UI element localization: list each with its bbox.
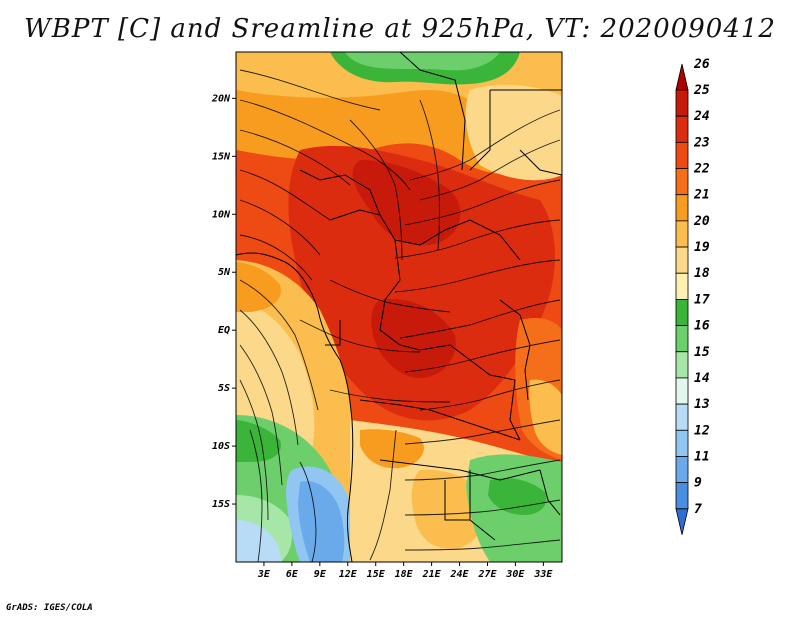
colorbar-segment bbox=[675, 377, 689, 405]
colorbar-segment bbox=[675, 403, 689, 431]
lon-axis: 3E 6E 9E 12E 15E 18E 21E 24E 27E 30E 33E bbox=[257, 562, 553, 580]
field-sw-blue-1 bbox=[236, 520, 282, 562]
colorbar-label: 7 bbox=[694, 502, 702, 517]
field-red-core bbox=[288, 145, 555, 421]
field-east-yellow bbox=[529, 379, 562, 455]
colorbar-label: 17 bbox=[694, 292, 710, 307]
colorbar-label: 26 bbox=[693, 57, 710, 72]
lon-tick-label: 18E bbox=[395, 569, 414, 580]
credit-label: GrADS: IGES/COLA bbox=[6, 603, 93, 613]
lat-tick-label: 5N bbox=[218, 267, 231, 278]
colorbar-segment bbox=[675, 220, 689, 248]
field-north-green-light bbox=[345, 52, 500, 71]
colorbar-bottom-cap bbox=[675, 508, 689, 535]
colorbar-segment bbox=[675, 456, 689, 484]
lon-tick-label: 12E bbox=[339, 569, 358, 580]
map-title: WBPT [C] and Sreamline at 925hPa, VT: 20… bbox=[24, 14, 776, 44]
colorbar-segment bbox=[675, 115, 689, 143]
streamlines bbox=[239, 69, 561, 562]
colorbar-segment bbox=[675, 89, 689, 117]
field-south-orange bbox=[360, 429, 424, 469]
colorbar-label: 19 bbox=[694, 240, 710, 255]
lon-tick-label: 15E bbox=[367, 569, 386, 580]
field-se-green-dark bbox=[488, 478, 547, 515]
lat-tick-label: 10N bbox=[212, 209, 231, 220]
field-dark-core-2 bbox=[371, 299, 456, 379]
field-west-ocean-orange bbox=[236, 262, 281, 312]
colorbar-label: 25 bbox=[693, 83, 710, 98]
lat-tick-label: 15N bbox=[212, 151, 231, 162]
field-west-ocean-pale bbox=[236, 300, 315, 450]
colorbar-label: 18 bbox=[694, 266, 710, 281]
lat-tick-label: 15S bbox=[212, 499, 230, 510]
field-sw-blue-3 bbox=[298, 481, 345, 562]
lon-tick-label: 6E bbox=[286, 569, 299, 580]
lon-tick-label: 27E bbox=[477, 569, 497, 580]
lon-tick-label: 3E bbox=[257, 569, 271, 580]
lat-tick-label: 10S bbox=[212, 441, 230, 452]
colorbar-segment bbox=[675, 168, 689, 196]
colorbar-label: 23 bbox=[693, 135, 710, 150]
colorbar-label: 9 bbox=[694, 476, 702, 491]
plot-area bbox=[236, 52, 562, 562]
colorbar: 26 25 24 23 22 21 20 19 18 17 16 15 14 13 12 11 9 7 bbox=[675, 57, 710, 535]
lon-tick-label: 30E bbox=[505, 569, 525, 580]
colorbar-label: 13 bbox=[694, 397, 710, 412]
colorbar-top-cap bbox=[675, 63, 689, 91]
colorbar-label: 22 bbox=[693, 162, 710, 177]
lat-axis: 20N 15N 10N 5N EQ 5S 10S 15S bbox=[211, 93, 236, 510]
colorbar-segment bbox=[675, 325, 689, 353]
colorbar-label: 16 bbox=[694, 319, 710, 334]
colorbar-label: 21 bbox=[693, 188, 710, 203]
lon-tick-label: 21E bbox=[422, 569, 442, 580]
colorbar-label: 11 bbox=[694, 449, 710, 464]
colorbar-segment bbox=[675, 141, 689, 169]
colorbar-segment bbox=[675, 246, 689, 274]
colorbar-segment bbox=[675, 429, 689, 457]
plot-frame bbox=[235, 51, 563, 563]
lat-tick-label: 20N bbox=[211, 93, 231, 104]
colorbar-label: 14 bbox=[694, 371, 710, 386]
lon-tick-label: 9E bbox=[314, 569, 327, 580]
colorbar-label: 20 bbox=[693, 214, 710, 229]
colorbar-segment bbox=[675, 351, 689, 379]
lon-tick-label: 24E bbox=[450, 569, 470, 580]
colorbar-label: 24 bbox=[693, 109, 710, 124]
lon-tick-label: 33E bbox=[533, 569, 553, 580]
colorbar-segment bbox=[675, 194, 689, 222]
colorbar-segment bbox=[675, 299, 689, 326]
colorbar-segment bbox=[675, 272, 689, 300]
lat-tick-label: EQ bbox=[218, 325, 230, 336]
lat-tick-label: 5S bbox=[218, 383, 230, 394]
colorbar-label: 15 bbox=[694, 345, 710, 360]
field-sw-green-dark bbox=[236, 420, 281, 462]
field-dark-core bbox=[352, 160, 461, 246]
colorbar-segment bbox=[675, 482, 689, 510]
colorbar-label: 12 bbox=[694, 423, 710, 438]
